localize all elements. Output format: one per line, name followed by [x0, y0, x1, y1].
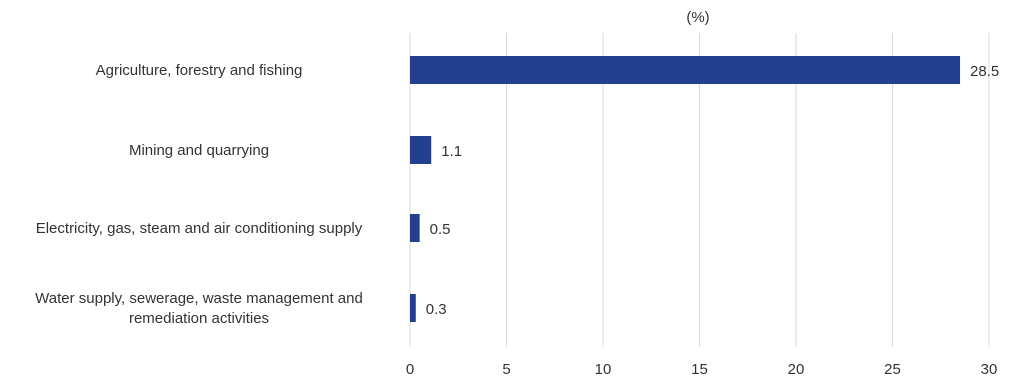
data-label: 0.3 [426, 301, 447, 318]
x-tick-label: 0 [406, 361, 414, 378]
category-labels: Agriculture, forestry and fishing Mining … [35, 62, 363, 327]
category-label: Agriculture, forestry and fishing [96, 62, 303, 79]
x-tick-label: 5 [502, 361, 510, 378]
data-labels: 28.5 1.1 0.5 0.3 [426, 63, 999, 318]
data-label: 1.1 [441, 143, 462, 160]
bar [410, 294, 416, 322]
bars [410, 56, 961, 322]
unit-label: (%) [686, 9, 709, 26]
data-label: 0.5 [430, 221, 451, 238]
x-tick-label: 15 [691, 361, 708, 378]
category-label: Mining and quarrying [129, 142, 269, 159]
category-label: Electricity, gas, steam and air conditio… [36, 220, 363, 237]
x-tick-label: 10 [595, 361, 612, 378]
x-axis-ticks: 0 5 10 15 20 25 30 [406, 361, 998, 378]
category-label: remediation activities [129, 310, 269, 327]
bar [410, 214, 420, 242]
category-label: Water supply, sewerage, waste management… [35, 290, 363, 307]
x-tick-label: 30 [981, 361, 998, 378]
bar [410, 136, 432, 164]
x-tick-label: 25 [884, 361, 901, 378]
bar [410, 56, 961, 84]
data-label: 28.5 [970, 63, 999, 80]
x-tick-label: 20 [788, 361, 805, 378]
grid-lines [409, 33, 990, 347]
